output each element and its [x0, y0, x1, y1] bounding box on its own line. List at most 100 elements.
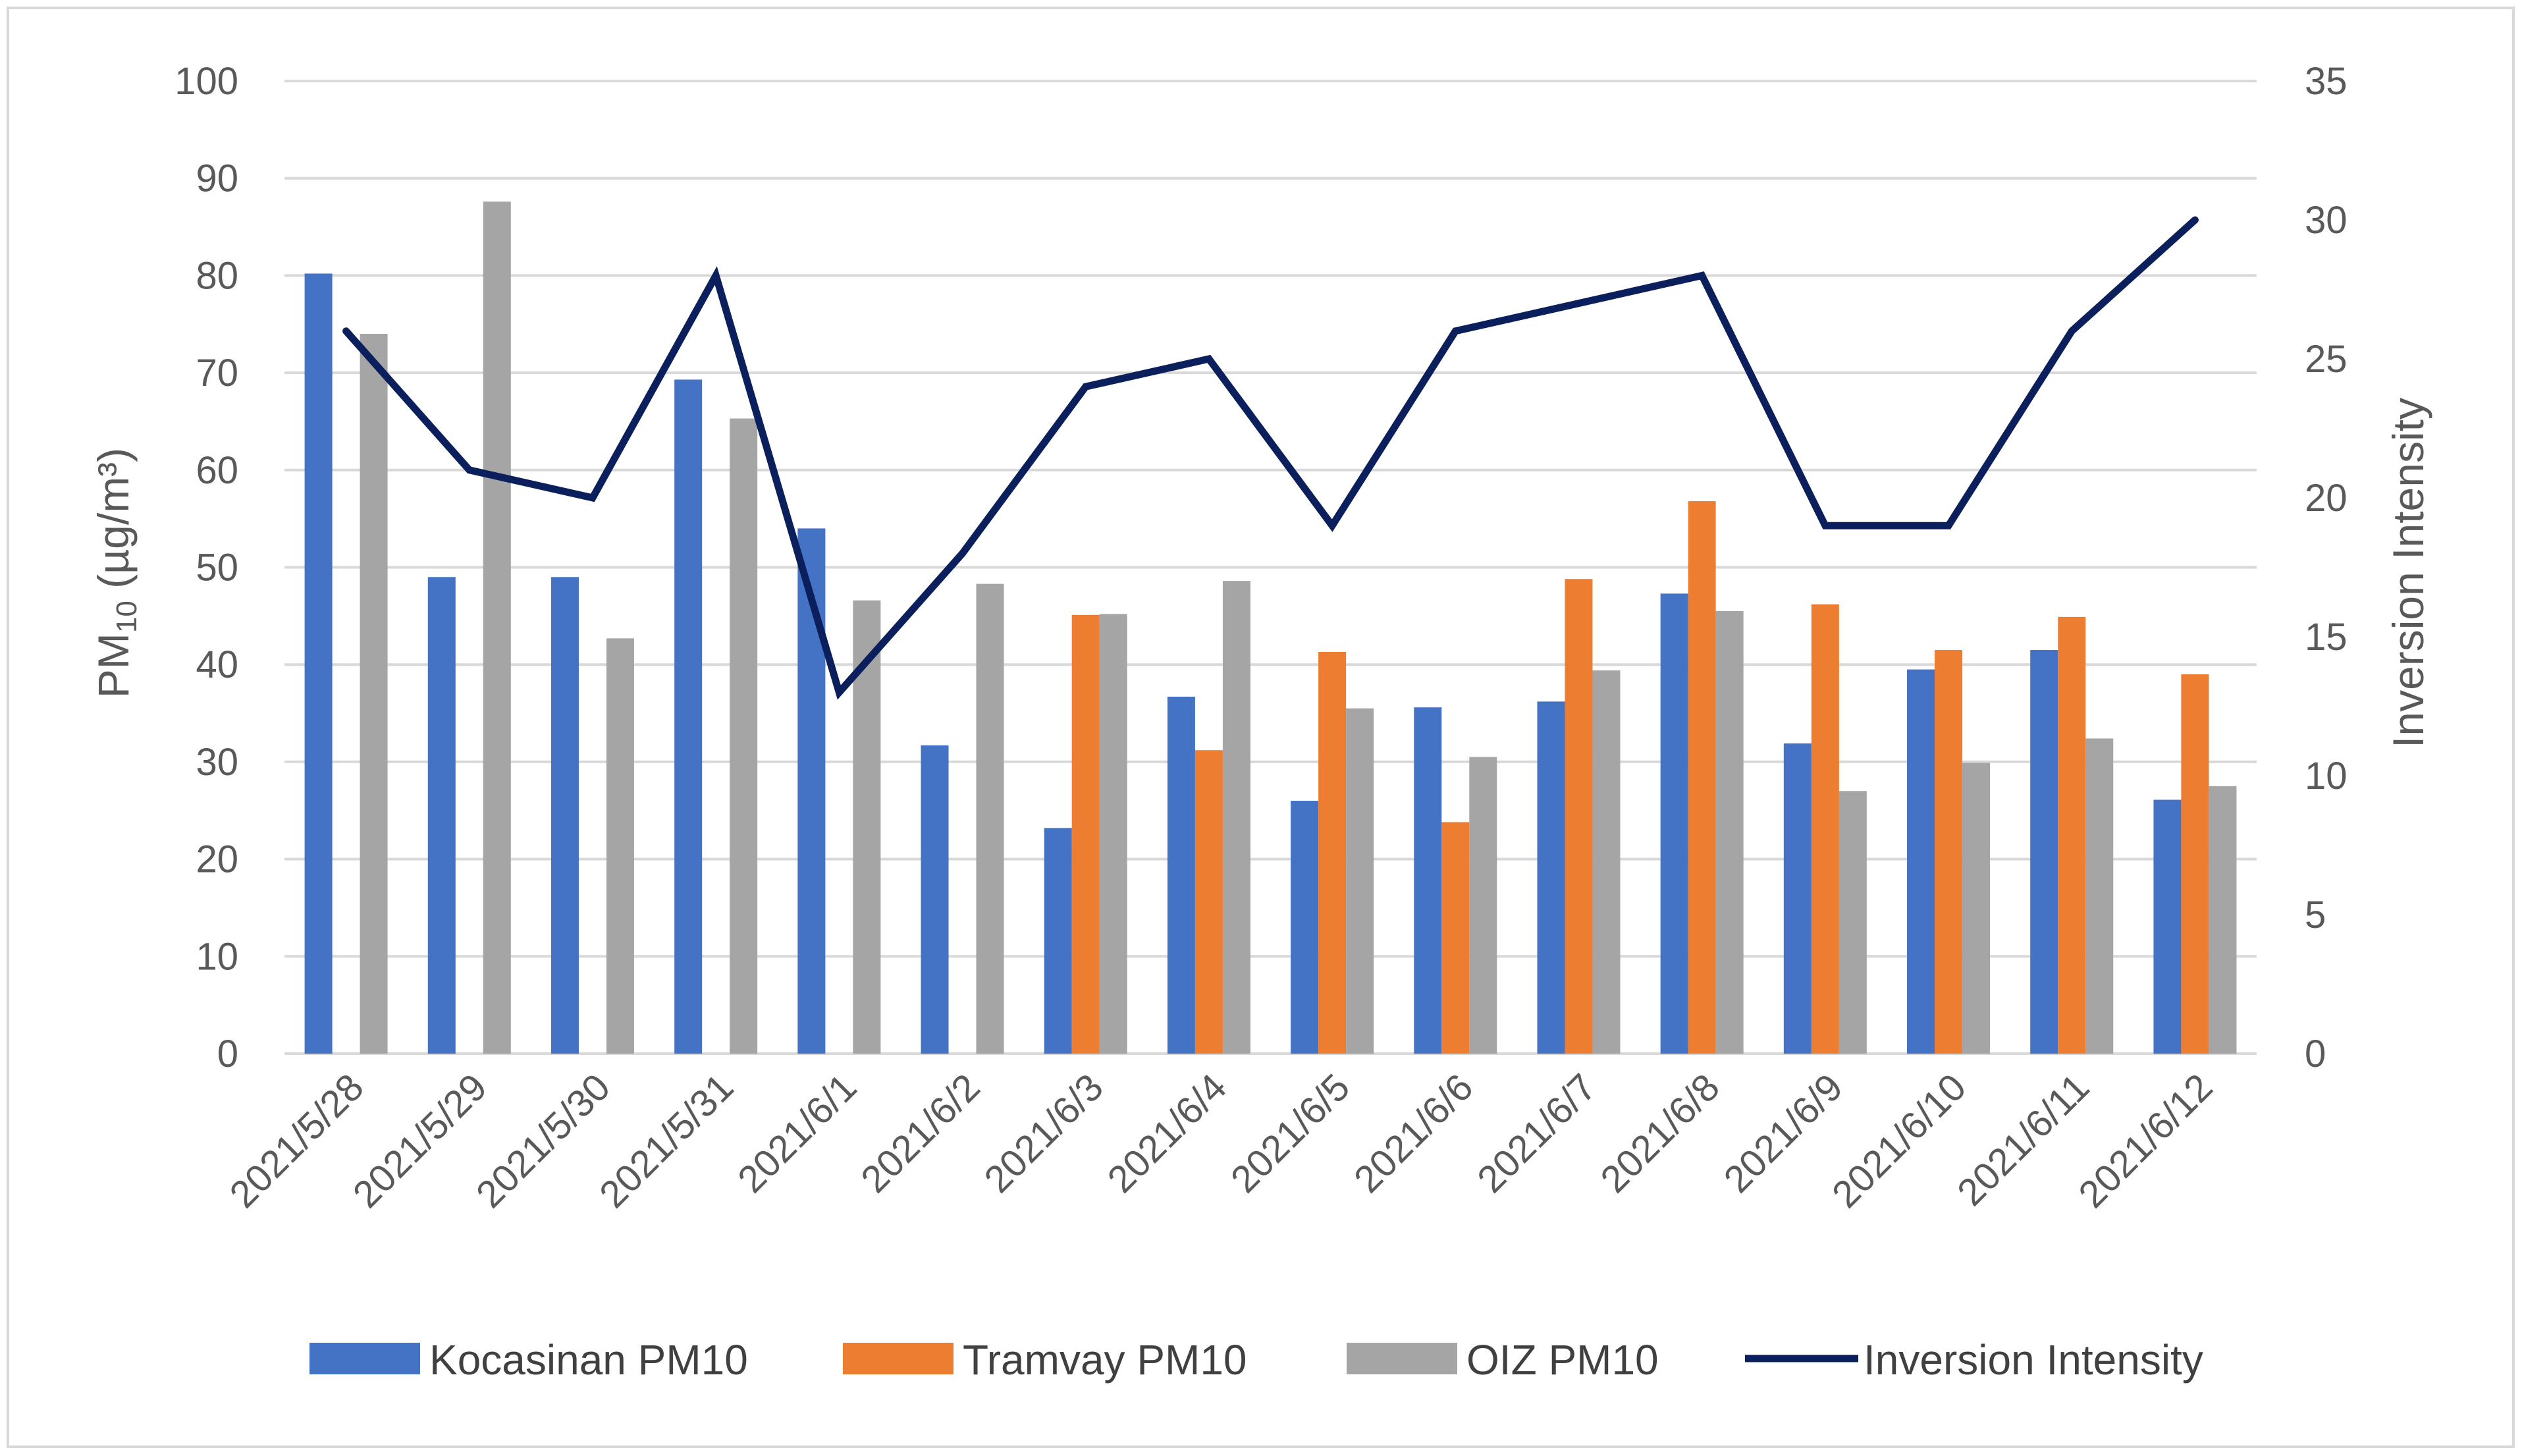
- bar-kocasinan-pm10: [1537, 701, 1565, 1054]
- left-tick-label: 80: [196, 254, 238, 297]
- right-axis-ticks: 0 5 10 15 20 25 30 35: [2305, 60, 2348, 1075]
- x-axis-ticks: 2021/5/282021/5/292021/5/302021/5/312021…: [221, 1065, 2220, 1216]
- bar-tramvay-pm10: [1195, 750, 1223, 1054]
- right-tick-label: 30: [2305, 199, 2348, 242]
- line-point: [2071, 330, 2073, 332]
- right-tick-label: 15: [2305, 616, 2348, 659]
- line-point: [961, 553, 963, 554]
- left-tick-label: 40: [196, 643, 238, 686]
- bar-oiz-pm10: [1715, 610, 1744, 1054]
- legend-swatch-tramvay: [843, 1343, 953, 1374]
- x-tick-label: 2021/5/30: [468, 1065, 618, 1216]
- line-point: [345, 330, 347, 332]
- bar-oiz-pm10: [1222, 581, 1250, 1054]
- x-tick-label: 2021/6/1: [730, 1065, 865, 1201]
- bar-kocasinan-pm10: [427, 577, 456, 1054]
- bar-oiz-pm10: [1099, 614, 1127, 1054]
- bar-kocasinan-pm10: [1044, 828, 1072, 1054]
- x-tick-label: 2021/6/4: [1099, 1065, 1235, 1201]
- left-axis-title-subscript: 10: [111, 601, 143, 633]
- x-tick-label: 2021/6/12: [2070, 1065, 2220, 1216]
- line-point: [1455, 330, 1457, 332]
- bar-tramvay-pm10: [1935, 650, 1963, 1054]
- line-point: [715, 275, 717, 277]
- bar-tramvay-pm10: [1565, 579, 1593, 1054]
- bar-oiz-pm10: [360, 334, 388, 1054]
- x-tick-label: 2021/6/2: [853, 1065, 988, 1201]
- x-tick-label: 2021/6/8: [1592, 1065, 1728, 1201]
- bar-oiz-pm10: [1469, 757, 1497, 1054]
- line-point: [838, 691, 840, 693]
- left-axis-title: PM10 (µg/m³): [89, 448, 143, 698]
- bar-oiz-pm10: [1839, 791, 1867, 1054]
- x-tick-label: 2021/6/11: [1949, 1065, 2097, 1214]
- line-point: [2194, 219, 2196, 221]
- left-tick-label: 50: [196, 547, 238, 589]
- bar-tramvay-pm10: [1688, 501, 1716, 1054]
- left-tick-label: 0: [217, 1033, 238, 1075]
- line-point: [1701, 275, 1703, 277]
- legend: Kocasinan PM10 Tramvay PM10 OIZ PM10 Inv…: [309, 1336, 2203, 1384]
- right-tick-label: 25: [2305, 338, 2348, 381]
- x-tick-label: 2021/6/6: [1346, 1065, 1482, 1201]
- bar-tramvay-pm10: [1318, 651, 1347, 1054]
- bar-kocasinan-pm10: [1414, 707, 1442, 1054]
- bar-kocasinan-pm10: [1167, 696, 1195, 1054]
- bar-tramvay-pm10: [2181, 674, 2209, 1054]
- right-tick-label: 10: [2305, 755, 2348, 797]
- x-tick-label: 2021/5/28: [221, 1065, 371, 1216]
- left-tick-label: 90: [196, 157, 238, 200]
- right-tick-label: 35: [2305, 60, 2348, 103]
- bar-kocasinan-pm10: [1291, 800, 1319, 1054]
- bars: [304, 202, 2237, 1054]
- bar-kocasinan-pm10: [304, 273, 333, 1054]
- x-tick-label: 2021/5/29: [345, 1065, 495, 1216]
- legend-swatch-oiz: [1347, 1343, 1457, 1374]
- left-tick-label: 20: [196, 838, 238, 881]
- right-tick-label: 20: [2305, 477, 2348, 520]
- right-tick-label: 0: [2305, 1033, 2326, 1075]
- right-tick-label: 5: [2305, 894, 2326, 936]
- line-point: [1208, 358, 1210, 360]
- line-inversion-intensity: [342, 216, 2199, 700]
- bar-oiz-pm10: [2085, 738, 2114, 1054]
- line-point: [591, 497, 593, 499]
- bar-kocasinan-pm10: [674, 379, 703, 1054]
- legend-swatch-kocasinan: [309, 1343, 420, 1374]
- left-tick-label: 10: [196, 935, 238, 978]
- right-axis-title: Inversion Intensity: [2384, 398, 2432, 748]
- left-axis-title-rest: (µg/m³): [89, 448, 138, 601]
- bar-kocasinan-pm10: [1660, 593, 1688, 1054]
- bar-oiz-pm10: [976, 583, 1004, 1054]
- bar-kocasinan-pm10: [2030, 650, 2058, 1054]
- inversion-line-group: [342, 216, 2199, 700]
- legend-label-kocasinan: Kocasinan PM10: [429, 1336, 748, 1384]
- x-tick-label: 2021/6/10: [1824, 1065, 1974, 1216]
- legend-label-tramvay: Tramvay PM10: [963, 1336, 1247, 1384]
- line-point: [1578, 302, 1580, 304]
- chart-frame: [7, 7, 2515, 1448]
- line-point: [1331, 525, 1333, 527]
- legend-label-inversion: Inversion Intensity: [1864, 1336, 2203, 1384]
- left-tick-label: 60: [196, 449, 238, 492]
- left-tick-label: 30: [196, 741, 238, 784]
- legend-label-oiz: OIZ PM10: [1466, 1336, 1659, 1384]
- bar-tramvay-pm10: [1071, 614, 1100, 1054]
- line-point: [468, 469, 470, 471]
- line-point: [1824, 525, 1826, 527]
- bar-oiz-pm10: [1962, 763, 1991, 1054]
- bar-oiz-pm10: [483, 202, 511, 1054]
- line-point: [1085, 386, 1087, 388]
- bar-tramvay-pm10: [1811, 604, 1839, 1054]
- bar-oiz-pm10: [1346, 708, 1374, 1054]
- bar-kocasinan-pm10: [797, 528, 826, 1054]
- bar-tramvay-pm10: [2058, 616, 2086, 1054]
- bar-oiz-pm10: [1592, 670, 1621, 1054]
- bar-kocasinan-pm10: [1783, 743, 1812, 1054]
- bar-oiz-pm10: [730, 418, 758, 1054]
- bar-kocasinan-pm10: [550, 577, 579, 1054]
- x-tick-label: 2021/6/5: [1223, 1065, 1358, 1201]
- bar-oiz-pm10: [606, 638, 634, 1054]
- x-tick-label: 2021/6/7: [1469, 1065, 1605, 1201]
